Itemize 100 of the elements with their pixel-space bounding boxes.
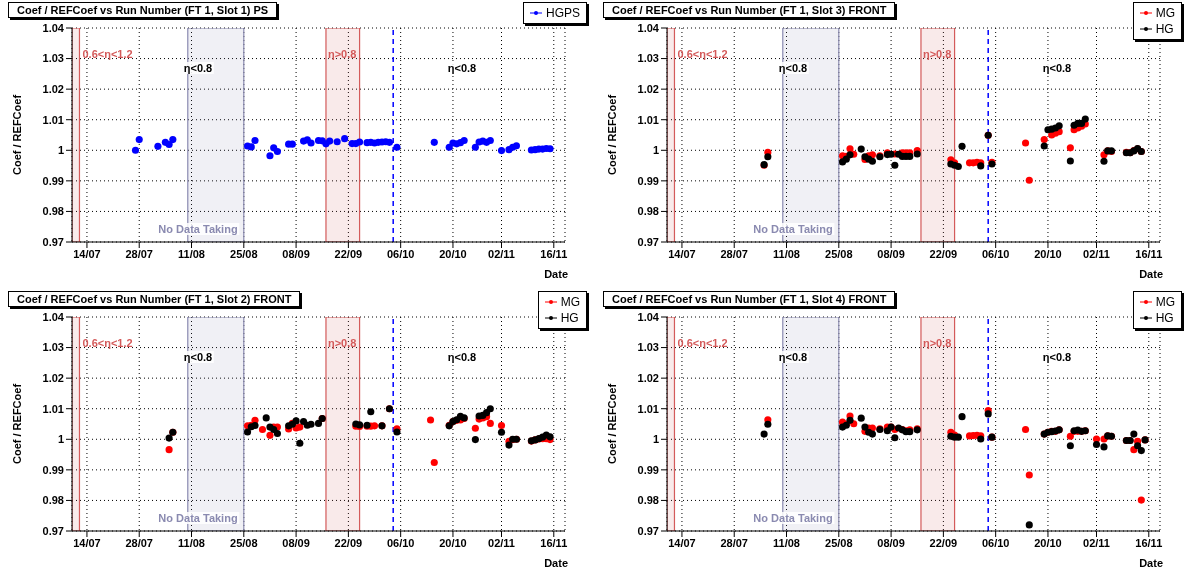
legend-label: HGPS bbox=[545, 5, 580, 21]
x-axis-title: Date bbox=[1139, 557, 1163, 569]
legend-label: MG bbox=[1155, 294, 1175, 310]
x-tick-label: 16/11 bbox=[1135, 536, 1163, 549]
y-tick-label: 1.02 bbox=[637, 372, 659, 385]
x-axis-title: Date bbox=[544, 268, 568, 280]
x-tick-label: 08/09 bbox=[282, 247, 310, 260]
chart-title: Coef / REFCoef vs Run Number (FT 1, Slot 1) PS bbox=[8, 2, 278, 18]
x-axis-title: Date bbox=[1139, 268, 1163, 280]
y-tick-label: 1.02 bbox=[637, 83, 659, 96]
y-tick-label: 1.02 bbox=[42, 83, 64, 96]
x-tick-label: 06/10 bbox=[386, 536, 415, 549]
x-tick-label: 06/10 bbox=[386, 247, 415, 260]
y-tick-label: 1.03 bbox=[42, 52, 64, 65]
annotation: No Data Taking bbox=[156, 512, 240, 524]
x-tick-label: 08/09 bbox=[877, 247, 905, 260]
annotation: No Data Taking bbox=[751, 223, 835, 235]
annotation: η<0.8 bbox=[776, 62, 810, 74]
y-tick-label: 1.02 bbox=[42, 372, 64, 385]
annotation: η<0.8 bbox=[445, 351, 479, 363]
x-tick-label: 08/09 bbox=[877, 536, 905, 549]
chart-title: Coef / REFCoef vs Run Number (FT 1, Slot 3) FRONT bbox=[603, 2, 896, 18]
legend-label: HG bbox=[1155, 310, 1174, 326]
annotation: η<0.8 bbox=[1040, 62, 1074, 74]
y-tick-label: 1.01 bbox=[637, 113, 659, 126]
x-tick-label: 02/11 bbox=[1083, 536, 1110, 549]
band-label: 0.6<η<1.2 bbox=[82, 337, 133, 349]
x-tick-label: 28/07 bbox=[125, 536, 153, 549]
x-tick-label: 20/10 bbox=[439, 536, 467, 549]
y-axis-title: Coef / REFCoef bbox=[605, 94, 618, 175]
y-tick-label: 0.98 bbox=[637, 494, 659, 507]
x-tick-label: 20/10 bbox=[1034, 536, 1062, 549]
y-tick-label: 1.04 bbox=[42, 21, 65, 34]
y-tick-label: 0.97 bbox=[42, 235, 64, 248]
annotation: η<0.8 bbox=[1040, 351, 1074, 363]
annotation: η<0.8 bbox=[776, 351, 810, 363]
x-tick-label: 25/08 bbox=[230, 247, 258, 260]
y-tick-label: 1.01 bbox=[42, 402, 64, 415]
annotation: η<0.8 bbox=[181, 351, 215, 363]
x-tick-label: 22/09 bbox=[334, 247, 363, 260]
y-tick-label: 0.98 bbox=[42, 205, 64, 218]
y-tick-label: 0.97 bbox=[42, 524, 64, 537]
x-tick-label: 22/09 bbox=[334, 536, 363, 549]
chart-title: Coef / REFCoef vs Run Number (FT 1, Slot 2) FRONT bbox=[8, 291, 301, 307]
band-label: 0.6<η<1.2 bbox=[82, 48, 133, 60]
y-tick-label: 0.99 bbox=[42, 174, 64, 187]
y-tick-label: 1.03 bbox=[637, 52, 659, 65]
x-tick-label: 25/08 bbox=[825, 536, 853, 549]
band-label: 0.6<η<1.2 bbox=[677, 48, 728, 60]
x-tick-label: 06/10 bbox=[981, 247, 1010, 260]
annotation: η<0.8 bbox=[445, 62, 479, 74]
y-tick-label: 1 bbox=[652, 144, 659, 157]
chart-title: Coef / REFCoef vs Run Number (FT 1, Slot 4) FRONT bbox=[603, 291, 896, 307]
y-tick-label: 0.97 bbox=[637, 524, 659, 537]
x-tick-label: 28/07 bbox=[125, 247, 153, 260]
y-tick-label: 0.99 bbox=[637, 463, 659, 476]
x-tick-label: 20/10 bbox=[1034, 247, 1062, 260]
y-tick-label: 1 bbox=[652, 433, 659, 446]
annotation: No Data Taking bbox=[156, 223, 240, 235]
y-axis-title: Coef / REFCoef bbox=[605, 383, 618, 464]
annotation: η<0.8 bbox=[181, 62, 215, 74]
x-tick-label: 16/11 bbox=[540, 536, 568, 549]
x-tick-label: 11/08 bbox=[773, 536, 800, 549]
x-tick-label: 22/09 bbox=[929, 247, 958, 260]
y-tick-label: 0.99 bbox=[42, 463, 64, 476]
x-tick-label: 16/11 bbox=[1135, 247, 1163, 260]
y-tick-label: 1.04 bbox=[42, 310, 65, 323]
x-tick-label: 22/09 bbox=[929, 536, 958, 549]
x-tick-label: 11/08 bbox=[773, 247, 800, 260]
legend-label: HG bbox=[1155, 21, 1174, 37]
x-tick-label: 14/07 bbox=[73, 247, 101, 260]
band-label: η>0.8 bbox=[922, 48, 952, 60]
band-label: η>0.8 bbox=[327, 337, 357, 349]
x-tick-label: 25/08 bbox=[825, 247, 853, 260]
legend-label: MG bbox=[560, 294, 580, 310]
x-tick-label: 02/11 bbox=[488, 247, 515, 260]
x-tick-label: 11/08 bbox=[178, 536, 205, 549]
y-tick-label: 1.01 bbox=[42, 113, 64, 126]
y-tick-label: 1 bbox=[57, 144, 64, 157]
y-tick-label: 1 bbox=[57, 433, 64, 446]
x-axis-title: Date bbox=[544, 557, 568, 569]
x-tick-label: 14/07 bbox=[668, 536, 696, 549]
y-tick-label: 1.04 bbox=[637, 310, 660, 323]
y-tick-label: 0.97 bbox=[637, 235, 659, 248]
x-tick-label: 28/07 bbox=[720, 536, 748, 549]
y-tick-label: 1.01 bbox=[637, 402, 659, 415]
band-label: η>0.8 bbox=[327, 48, 357, 60]
x-tick-label: 20/10 bbox=[439, 247, 467, 260]
x-tick-label: 02/11 bbox=[488, 536, 515, 549]
band-label: η>0.8 bbox=[922, 337, 952, 349]
band-label: 0.6<η<1.2 bbox=[677, 337, 728, 349]
y-tick-label: 0.99 bbox=[637, 174, 659, 187]
legend-label: HG bbox=[560, 310, 579, 326]
y-tick-label: 1.03 bbox=[637, 341, 659, 354]
x-tick-label: 25/08 bbox=[230, 536, 258, 549]
y-tick-label: 1.03 bbox=[42, 341, 64, 354]
x-tick-label: 02/11 bbox=[1083, 247, 1110, 260]
y-axis-title: Coef / REFCoef bbox=[10, 94, 23, 175]
legend-label: MG bbox=[1155, 5, 1175, 21]
x-tick-label: 28/07 bbox=[720, 247, 748, 260]
